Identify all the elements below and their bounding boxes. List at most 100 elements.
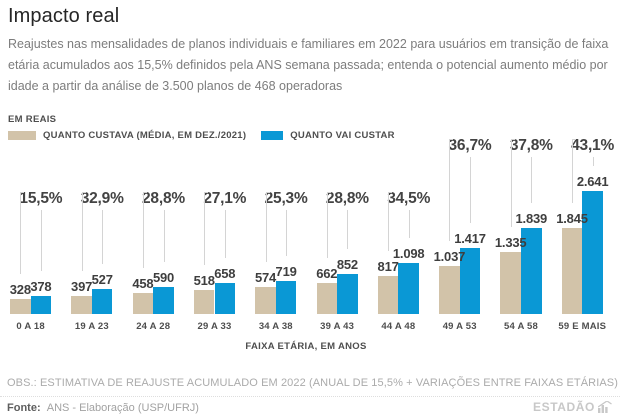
category-label: 19 A 23 — [74, 321, 109, 332]
pct-label: 36,7% — [448, 137, 492, 154]
value-label: 817 — [377, 258, 399, 274]
value-label: 458 — [132, 275, 154, 291]
legend: QUANTO CUSTAVA (MÉDIA, EM DEZ./2021) QUA… — [8, 130, 395, 141]
bar-quanto-custava — [500, 251, 521, 314]
pct-label: 37,8% — [509, 137, 553, 154]
category-label: 0 A 18 — [16, 321, 45, 332]
connector-line — [40, 210, 42, 272]
connector-line — [470, 157, 471, 223]
connector-line — [449, 139, 451, 241]
connector-line — [592, 157, 594, 166]
bar-quanto-custava — [132, 292, 154, 314]
bar-quanto-vai-custar — [521, 228, 542, 314]
category-label: 44 A 48 — [381, 321, 416, 332]
connector-line — [510, 139, 512, 227]
bar-quanto-custava — [193, 289, 215, 314]
connector-elbow — [20, 192, 25, 193]
value-label: 1.335 — [494, 234, 527, 250]
value-label: 658 — [214, 266, 236, 282]
category-label: 49 A 53 — [442, 321, 477, 332]
connector-elbow — [449, 139, 454, 140]
connector-elbow — [510, 139, 515, 140]
bar-quanto-vai-custar — [214, 283, 236, 314]
value-label: 662 — [316, 266, 338, 282]
bar-quanto-vai-custar — [398, 262, 419, 314]
bar-quanto-custava — [561, 228, 583, 314]
value-label: 397 — [71, 278, 93, 294]
connector-line — [204, 192, 206, 265]
connector-line — [326, 192, 328, 259]
value-label: 590 — [152, 269, 175, 285]
category-label: 24 A 28 — [136, 321, 171, 332]
value-label: 852 — [336, 257, 358, 273]
bar-quanto-vai-custar — [275, 280, 297, 314]
pct-label: 34,5% — [387, 190, 431, 207]
connector-elbow — [572, 139, 576, 140]
legend-swatch-quanto-custava — [8, 131, 36, 140]
value-label: 378 — [30, 279, 52, 295]
connector-line — [81, 192, 83, 271]
connector-line — [286, 210, 288, 256]
connector-line — [20, 192, 22, 274]
estadao-logo-text: ESTADÃO — [533, 400, 595, 414]
x-axis-title: FAIXA ETÁRIA, EM ANOS — [245, 341, 367, 352]
footer-divider — [0, 396, 620, 397]
legend-label-quanto-vai-custar: QUANTO VAI CUSTAR — [290, 130, 395, 141]
value-label: 1.839 — [515, 211, 548, 227]
category-label: 54 A 58 — [504, 321, 538, 332]
category-label: 29 A 33 — [197, 321, 232, 332]
bar-quanto-custava — [439, 265, 460, 314]
pct-label: 28,8% — [142, 190, 185, 207]
legend-swatch-quanto-vai-custar — [261, 131, 284, 140]
bar-quanto-custava — [316, 283, 338, 314]
category-label: 59 E MAIS — [558, 321, 607, 332]
chart-note: OBS.: ESTIMATIVA DE REAJUSTE ACUMULADO E… — [7, 377, 618, 389]
units-label: EM REAIS — [8, 114, 57, 125]
category-label: 34 A 38 — [258, 321, 293, 332]
value-label: 2.641 — [576, 174, 609, 189]
connector-elbow — [204, 192, 209, 193]
value-label: 518 — [193, 272, 215, 288]
connector-elbow — [388, 192, 393, 193]
bar-quanto-vai-custar — [582, 191, 603, 314]
connector-line — [102, 210, 104, 265]
connector-line — [388, 192, 390, 251]
connector-line — [408, 210, 410, 238]
value-label: 574 — [254, 270, 277, 286]
pct-label: 28,8% — [325, 190, 369, 207]
pct-label: 27,1% — [203, 190, 247, 207]
pct-label: 43,1% — [571, 137, 615, 154]
source-value: ANS - Elaboração (USP/UFRJ) — [46, 402, 199, 414]
legend-label-quanto-custava: QUANTO CUSTAVA (MÉDIA, EM DEZ./2021) — [43, 130, 247, 141]
connector-line — [265, 192, 267, 263]
mini-chart-icon — [598, 401, 612, 413]
connector-line — [347, 210, 349, 250]
page-title: Impacto real — [8, 5, 120, 27]
bar-quanto-vai-custar — [153, 286, 174, 314]
bar-quanto-vai-custar — [91, 289, 113, 314]
connector-elbow — [81, 192, 86, 193]
value-label: 328 — [9, 281, 31, 297]
pct-label: 32,9% — [80, 190, 124, 207]
chart-subtitle: Reajustes nas mensalidades de planos ind… — [8, 37, 609, 93]
category-label: 39 A 43 — [320, 321, 355, 332]
bar-quanto-vai-custar — [337, 274, 358, 314]
bar-quanto-vai-custar — [459, 248, 481, 314]
source-line: Fonte: ANS - Elaboração (USP/UFRJ) — [7, 402, 199, 414]
connector-line — [531, 157, 533, 204]
value-label: 1.098 — [392, 245, 425, 261]
connector-line — [142, 192, 144, 268]
pct-label: 15,5% — [19, 190, 63, 207]
pct-label: 25,3% — [264, 190, 308, 207]
connector-line — [163, 210, 165, 262]
connector-line — [224, 210, 226, 259]
bar-quanto-vai-custar — [30, 296, 52, 314]
source-label: Fonte: — [7, 402, 41, 414]
value-label: 719 — [275, 263, 297, 279]
bar-quanto-custava — [377, 275, 399, 314]
connector-elbow — [142, 192, 147, 193]
value-label: 1.417 — [454, 231, 486, 246]
connector-line — [572, 139, 573, 204]
value-label: 1.845 — [556, 211, 588, 227]
